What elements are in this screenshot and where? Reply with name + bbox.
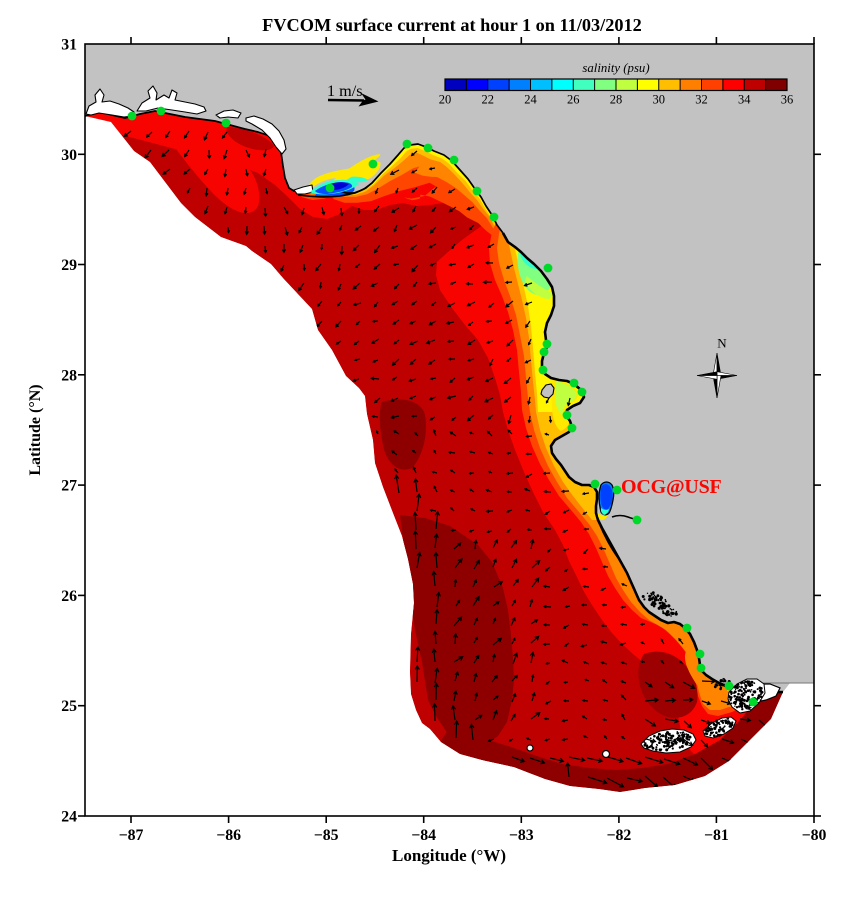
svg-text:salinity (psu): salinity (psu) bbox=[582, 61, 649, 75]
svg-text:−85: −85 bbox=[314, 827, 339, 844]
svg-text:31: 31 bbox=[61, 37, 77, 54]
svg-text:−81: −81 bbox=[704, 827, 729, 844]
svg-text:26: 26 bbox=[567, 93, 580, 107]
svg-text:24: 24 bbox=[61, 809, 77, 826]
svg-text:FVCOM surface current at hour: FVCOM surface current at hour 1 on 11/03… bbox=[262, 15, 642, 35]
svg-text:36: 36 bbox=[781, 93, 794, 107]
svg-text:Longitude (°W): Longitude (°W) bbox=[392, 846, 506, 865]
svg-text:32: 32 bbox=[695, 93, 708, 107]
svg-text:34: 34 bbox=[738, 93, 751, 107]
svg-text:29: 29 bbox=[61, 257, 77, 274]
svg-text:−87: −87 bbox=[119, 827, 144, 844]
svg-text:27: 27 bbox=[61, 478, 77, 495]
svg-text:20: 20 bbox=[439, 93, 452, 107]
svg-text:1 m/s: 1 m/s bbox=[327, 82, 363, 100]
svg-text:30: 30 bbox=[653, 93, 666, 107]
svg-text:26: 26 bbox=[61, 588, 77, 605]
svg-text:30: 30 bbox=[61, 147, 77, 164]
svg-text:−83: −83 bbox=[509, 827, 534, 844]
svg-text:24: 24 bbox=[524, 93, 537, 107]
svg-text:N: N bbox=[717, 336, 727, 351]
svg-text:−86: −86 bbox=[216, 827, 241, 844]
svg-text:22: 22 bbox=[482, 93, 495, 107]
svg-text:−82: −82 bbox=[606, 827, 631, 844]
svg-text:−80: −80 bbox=[802, 827, 827, 844]
svg-text:25: 25 bbox=[61, 698, 77, 715]
svg-text:−84: −84 bbox=[411, 827, 436, 844]
svg-text:28: 28 bbox=[61, 367, 77, 384]
svg-text:OCG@USF: OCG@USF bbox=[621, 476, 722, 498]
svg-text:28: 28 bbox=[610, 93, 623, 107]
svg-text:Latitude (°N): Latitude (°N) bbox=[27, 384, 44, 475]
